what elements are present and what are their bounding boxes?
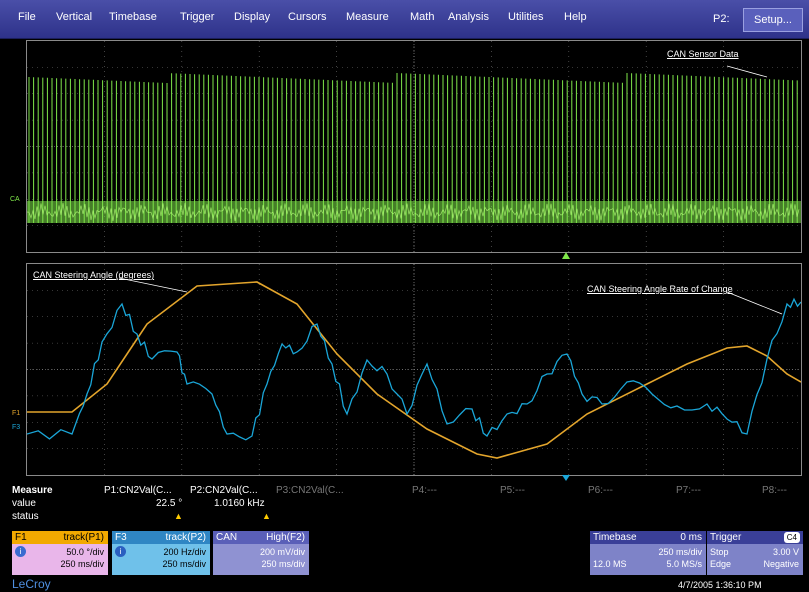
can-box-name: CAN [216,532,238,543]
trigger-level: 3.00 V [772,547,799,557]
p6-header[interactable]: P6:--- [588,485,613,496]
steering-angle-label: CAN Steering Angle (degrees) [33,270,155,280]
f3-info-icon: i [115,546,126,557]
f1-info-icon: i [15,546,26,557]
f3-tdiv: 250 ms/div [162,559,206,569]
timebase-sdiv: 250 ms/div [658,547,702,557]
steering-rate-label: CAN Steering Angle Rate of Change [587,284,733,294]
timebase-name: Timebase [593,532,637,543]
timebase-header: Timebase 0 ms [590,531,706,544]
p4-header[interactable]: P4:--- [412,485,437,496]
trigger-channel-badge: C4 [783,532,800,543]
menu-vertical[interactable]: Vertical [56,11,93,23]
row-status-label: status [12,511,39,522]
top-grid-gridlines [27,41,801,252]
p2-value: 1.0160 kHz [214,498,265,509]
menu-timebase[interactable]: Timebase [109,11,157,23]
top-trigger-marker-icon [562,252,570,259]
trigger-slope: Negative [763,559,799,569]
menu-trigger[interactable]: Trigger [180,11,215,23]
menu-bar: File Vertical Timebase Trigger Display C… [0,0,809,39]
p1-warning-icon: ▲ [174,511,183,521]
top-grid-svg [27,41,801,252]
timebase-rate: 5.0 MS/s [666,559,702,569]
f3-vdiv: 200 Hz/div [163,547,206,557]
lecroy-logo: LeCroy [12,577,51,591]
ca-channel-tag[interactable]: CA [10,196,20,203]
setup-button[interactable]: Setup... [743,8,803,32]
trigger-name: Trigger [710,532,742,543]
menu-file[interactable]: File [18,11,36,23]
menu-analysis[interactable]: Analysis [448,11,489,23]
measure-table: Measure value status P1:CN2Val(C... P2:C… [0,482,809,530]
row-value-label: value [12,498,36,509]
can-descriptor-box[interactable]: CAN High(F2) 200 mV/div 250 ms/div [213,531,309,575]
f3-descriptor-box[interactable]: F3 track(P2) i 200 Hz/div 250 ms/div [112,531,210,575]
can-box-header: CAN High(F2) [213,531,309,544]
f3-channel-tag[interactable]: F3 [12,424,21,431]
f3-box-name: F3 [115,532,127,543]
p2-warning-icon: ▲ [262,511,271,521]
datetime-stamp: 4/7/2005 1:36:10 PM [678,580,762,590]
p5-header[interactable]: P5:--- [500,485,525,496]
bottom-grid-gridlines [27,264,801,475]
p7-header[interactable]: P7:--- [676,485,701,496]
can-box-mode: High(F2) [266,532,305,543]
trigger-mode: Stop [710,547,729,557]
f1-box-name: F1 [15,532,27,543]
can-tdiv: 250 ms/div [261,559,305,569]
menu-help[interactable]: Help [564,11,587,23]
f1-channel-tag[interactable]: F1 [12,410,21,417]
measure-title: Measure [12,485,53,496]
f3-box-mode: track(P2) [165,532,206,543]
f1-descriptor-box[interactable]: F1 track(P1) i 50.0 °/div 250 ms/div [12,531,108,575]
p2-label: P2: [713,13,730,25]
can-vdiv: 200 mV/div [259,547,305,557]
f1-box-header: F1 track(P1) [12,531,108,544]
f1-tdiv: 250 ms/div [60,559,104,569]
can-sensor-data-label: CAN Sensor Data [667,49,739,59]
p1-header[interactable]: P1:CN2Val(C... [104,485,172,496]
p3-header[interactable]: P3:CN2Val(C... [276,485,344,496]
can-sensor-trace [27,65,801,223]
bottom-trigger-marker-icon [562,475,570,481]
f3-box-header: F3 track(P2) [112,531,210,544]
timebase-samples: 12.0 MS [593,559,627,569]
trigger-box[interactable]: Trigger C4 Stop 3.00 V Edge Negative [707,531,803,575]
bottom-waveform-grid[interactable]: CAN Steering Angle (degrees) CAN Steerin… [26,263,802,476]
p1-value: 22.5 ° [156,498,183,509]
top-waveform-grid[interactable]: CAN Sensor Data [26,40,802,253]
p8-header[interactable]: P8:--- [762,485,787,496]
timebase-delay: 0 ms [680,532,702,543]
menu-cursors[interactable]: Cursors [288,11,327,23]
trigger-header: Trigger C4 [707,531,803,544]
timebase-box[interactable]: Timebase 0 ms 250 ms/div 12.0 MS 5.0 MS/… [590,531,706,575]
p2-header[interactable]: P2:CN2Val(C... [190,485,258,496]
f1-box-mode: track(P1) [63,532,104,543]
menu-display[interactable]: Display [234,11,271,23]
trigger-type: Edge [710,559,732,569]
steering-rate-trace [27,291,801,441]
bottom-grid-svg [27,264,801,475]
f1-vdiv: 50.0 °/div [66,547,104,557]
menu-math[interactable]: Math [410,11,435,23]
menu-utilities[interactable]: Utilities [508,11,544,23]
steering-angle-trace [27,277,801,459]
menu-measure[interactable]: Measure [346,11,389,23]
